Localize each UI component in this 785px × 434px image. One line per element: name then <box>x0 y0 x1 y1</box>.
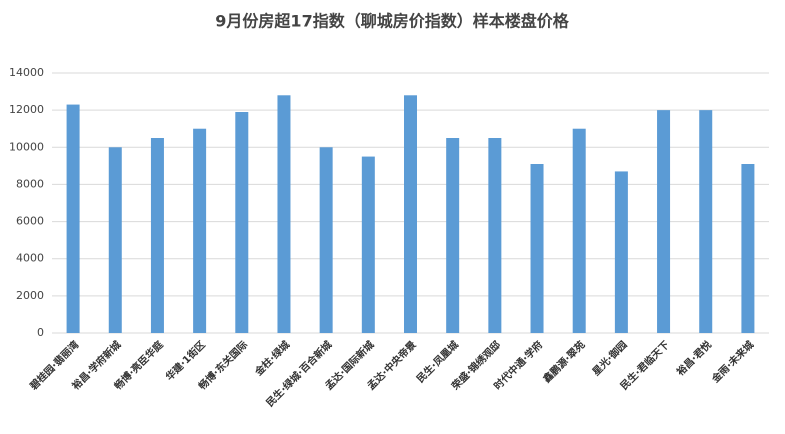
x-tick-label: 华建·1街区 <box>163 338 208 383</box>
x-tick-label: 金雨·未来城 <box>708 338 756 386</box>
bar <box>657 110 671 334</box>
y-tick-label: 2000 <box>16 289 44 302</box>
bar <box>530 164 544 333</box>
x-tick-label: 星光·御园 <box>589 338 629 378</box>
bar <box>446 138 460 333</box>
bar <box>488 138 502 333</box>
bar <box>66 104 80 333</box>
y-tick-label: 12000 <box>9 103 44 116</box>
y-tick-label: 4000 <box>16 252 44 265</box>
bar <box>235 112 249 333</box>
x-tick-label: 鑫鹏源·翠苑 <box>539 338 587 386</box>
bar <box>699 110 713 334</box>
y-tick-label: 14000 <box>9 66 44 79</box>
x-tick-label: 民生·凤凰城 <box>414 338 461 385</box>
bar <box>108 147 122 333</box>
bar <box>614 171 628 333</box>
x-tick-label: 金柱·绿城 <box>251 338 292 379</box>
x-tick-label: 裕昌·君悦 <box>673 338 714 379</box>
bar <box>404 95 417 334</box>
y-tick-label: 8000 <box>16 177 44 190</box>
bar <box>361 156 375 333</box>
bar <box>319 147 333 333</box>
bar <box>741 164 755 333</box>
bar <box>277 95 291 334</box>
chart-title: 9月份房超17指数（聊城房价指数）样本楼盘价格 <box>215 12 569 31</box>
y-tick-label: 10000 <box>9 140 44 153</box>
y-tick-label: 6000 <box>16 215 44 228</box>
bar <box>572 128 586 333</box>
bar <box>150 138 164 333</box>
y-tick-label: 0 <box>37 326 44 339</box>
bar <box>193 128 207 333</box>
